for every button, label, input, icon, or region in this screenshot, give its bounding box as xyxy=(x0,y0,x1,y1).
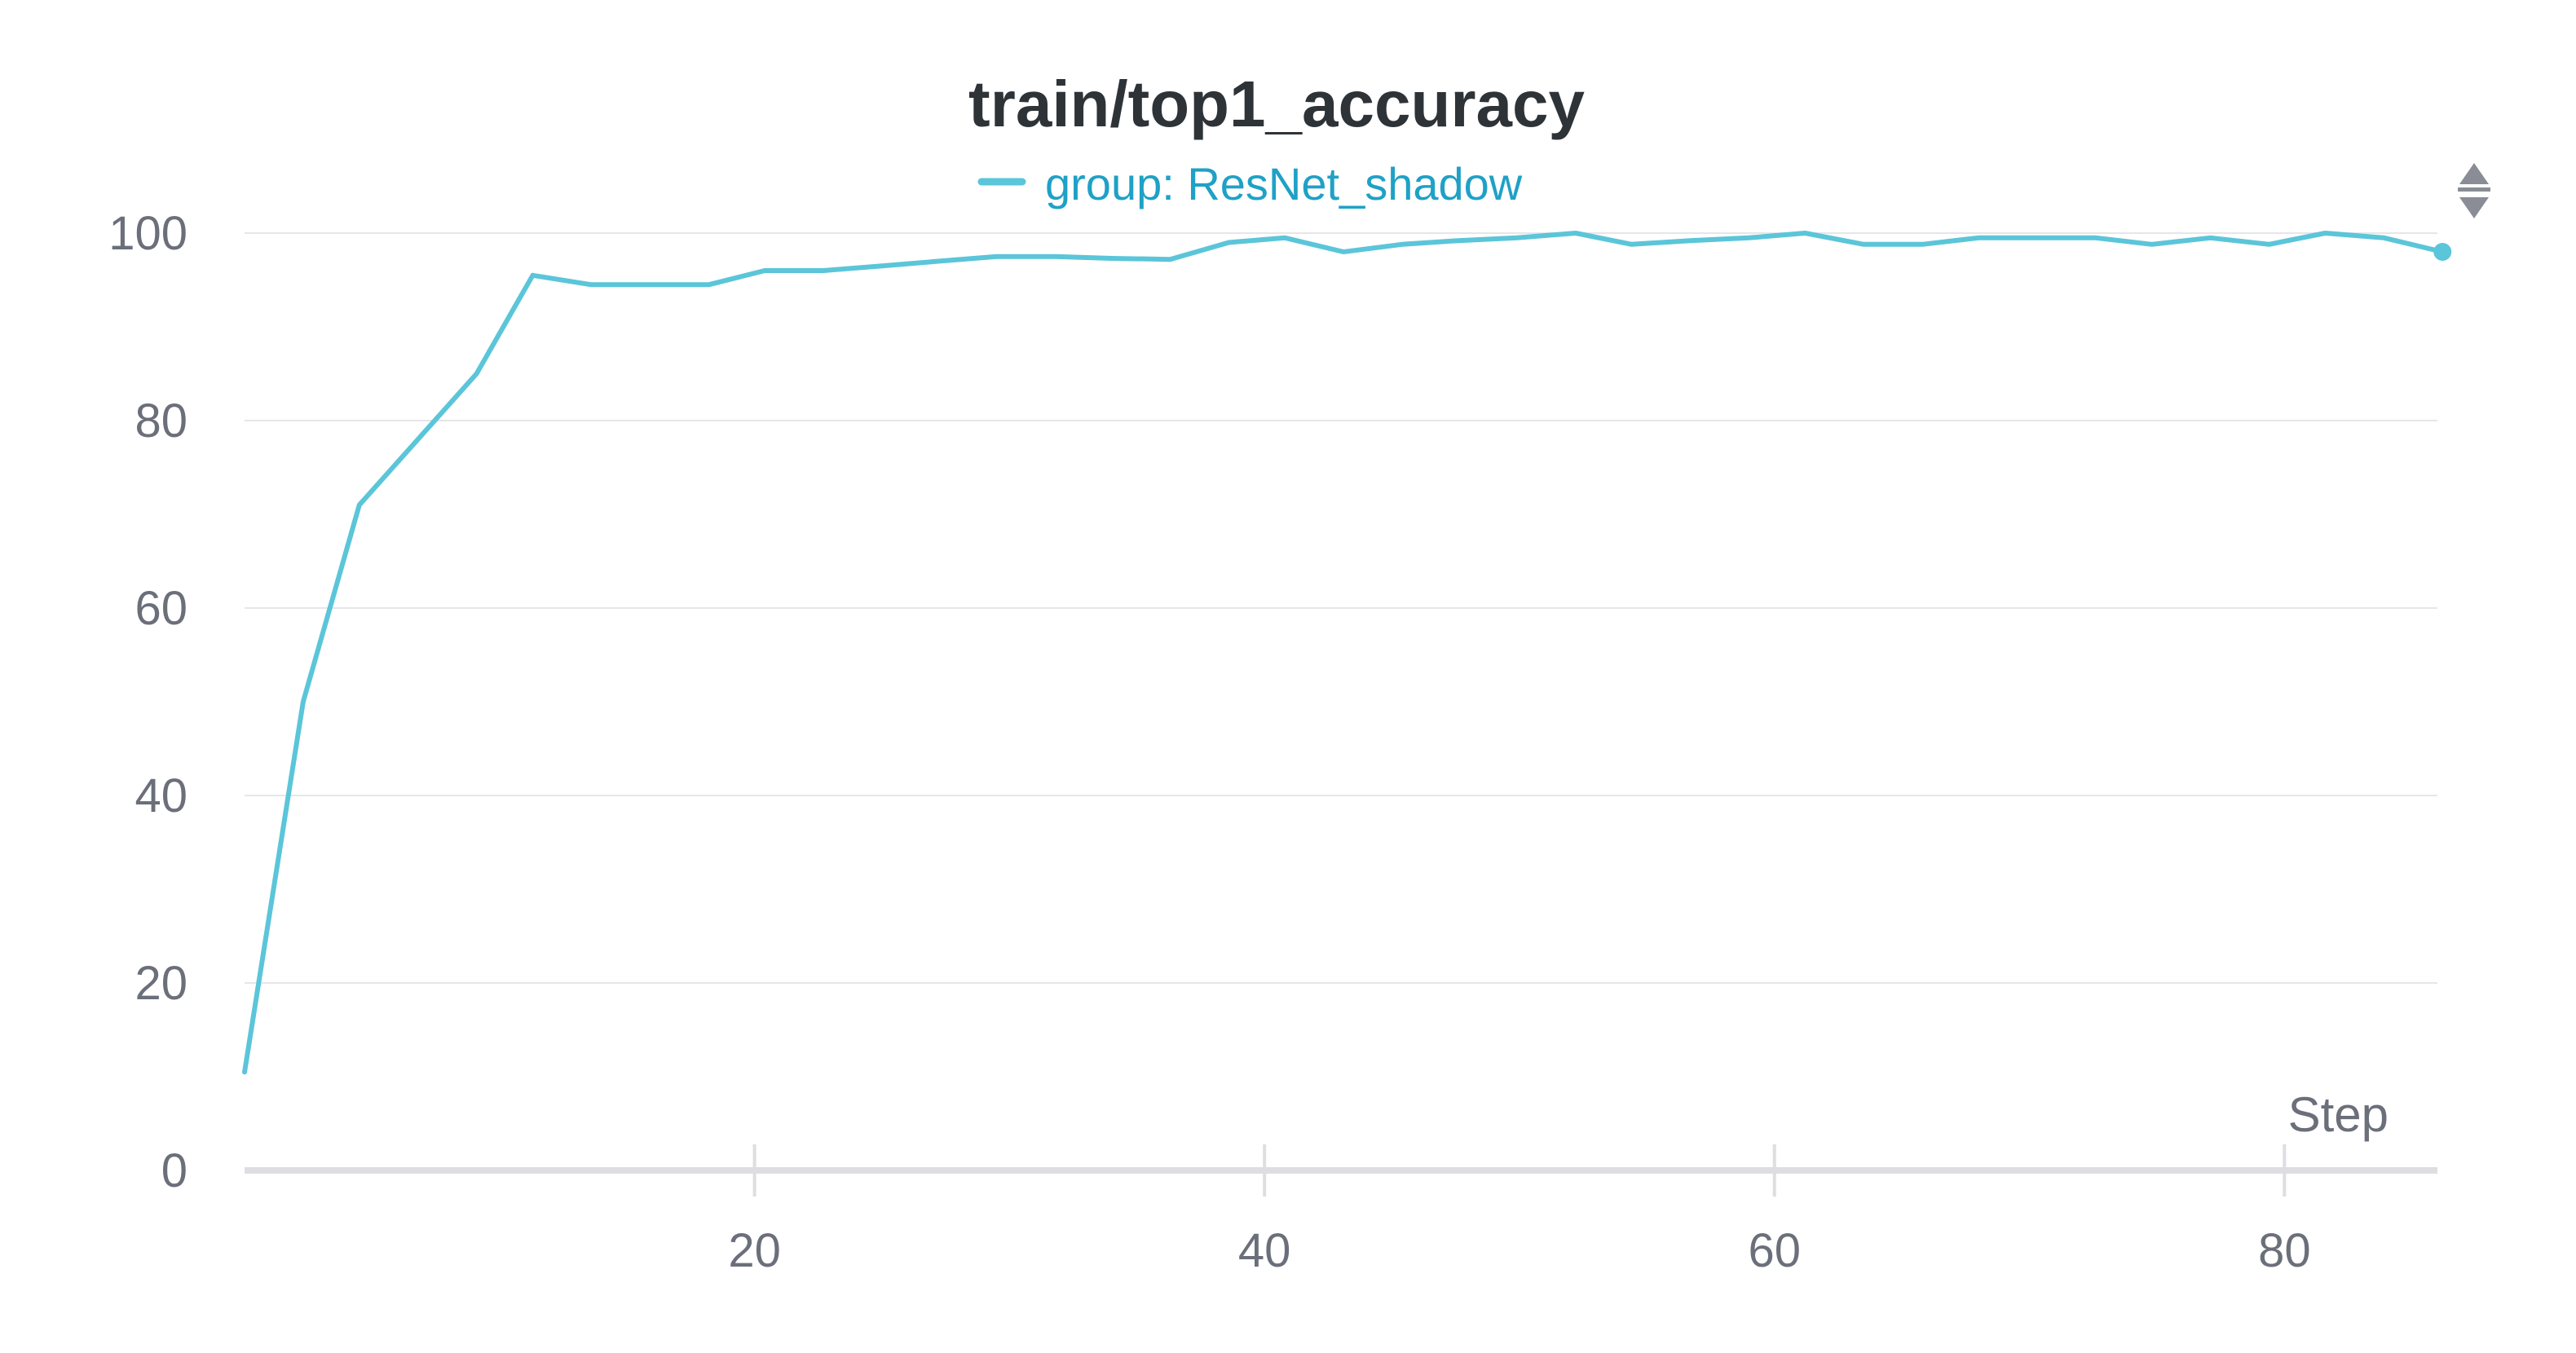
legend-prefix: group: xyxy=(1045,158,1187,209)
series-layer xyxy=(242,231,2452,1075)
series-line-0 xyxy=(242,231,2446,1075)
legend[interactable]: group: ResNet_shadow xyxy=(977,158,1523,209)
y-axis: 0 20 40 60 80 100 xyxy=(108,207,187,1197)
y-tick-label-80: 80 xyxy=(135,394,187,447)
y-tick-label-100: 100 xyxy=(108,207,187,260)
x-tick-label-60: 60 xyxy=(1748,1224,1801,1277)
x-tick-label-80: 80 xyxy=(2258,1224,2311,1277)
grid xyxy=(245,232,2437,984)
sort-toggle-button[interactable] xyxy=(2458,163,2490,218)
x-axis: 20 40 60 80 xyxy=(245,1144,2437,1277)
y-tick-label-0: 0 xyxy=(161,1144,187,1197)
legend-series-name: ResNet_shadow xyxy=(1187,158,1522,209)
data-point xyxy=(2433,243,2452,261)
x-axis-label: Step xyxy=(2288,1087,2389,1142)
legend-label: group: ResNet_shadow xyxy=(1045,158,1523,209)
x-tick-label-20: 20 xyxy=(728,1224,781,1277)
chart-title: train/top1_accuracy xyxy=(968,68,1585,140)
y-tick-label-40: 40 xyxy=(135,769,187,822)
sort-up-down-icon xyxy=(2458,163,2490,218)
x-tick-label-40: 40 xyxy=(1238,1224,1291,1277)
y-tick-label-60: 60 xyxy=(135,582,187,635)
y-tick-label-20: 20 xyxy=(135,957,187,1010)
